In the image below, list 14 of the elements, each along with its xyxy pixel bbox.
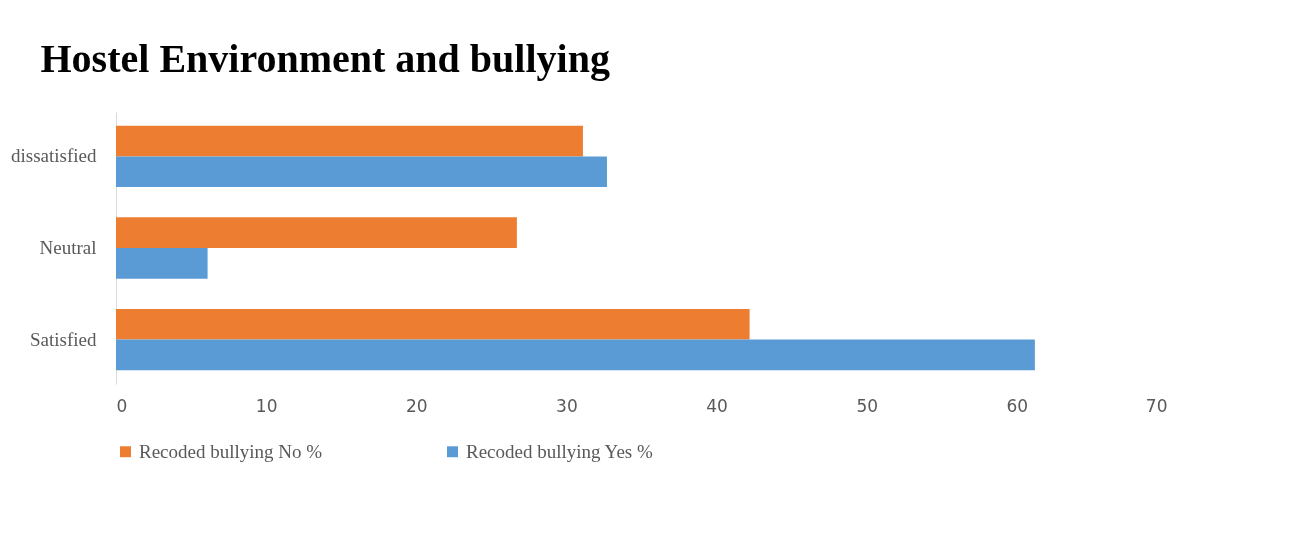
x-tick-label: 60 — [1006, 395, 1029, 416]
y-tick-label: dissatisfied — [11, 145, 97, 167]
legend-label: Recoded bullying Yes % — [466, 440, 653, 462]
x-tick-label: 40 — [706, 395, 728, 416]
x-tick-label: 0 — [116, 395, 128, 416]
x-tick-label: 30 — [556, 395, 578, 416]
x-tick-label: 10 — [255, 395, 278, 416]
x-tick-label: 70 — [1145, 395, 1168, 416]
chart-title: Hostel Environment and bullying — [40, 36, 610, 81]
x-tick-label: 50 — [856, 395, 879, 416]
y-tick-label: Satisfied — [30, 328, 97, 350]
y-tick-label: Neutral — [39, 237, 97, 258]
x-tick-label: 20 — [405, 395, 428, 416]
legend-label: Recoded bullying No % — [139, 440, 323, 462]
